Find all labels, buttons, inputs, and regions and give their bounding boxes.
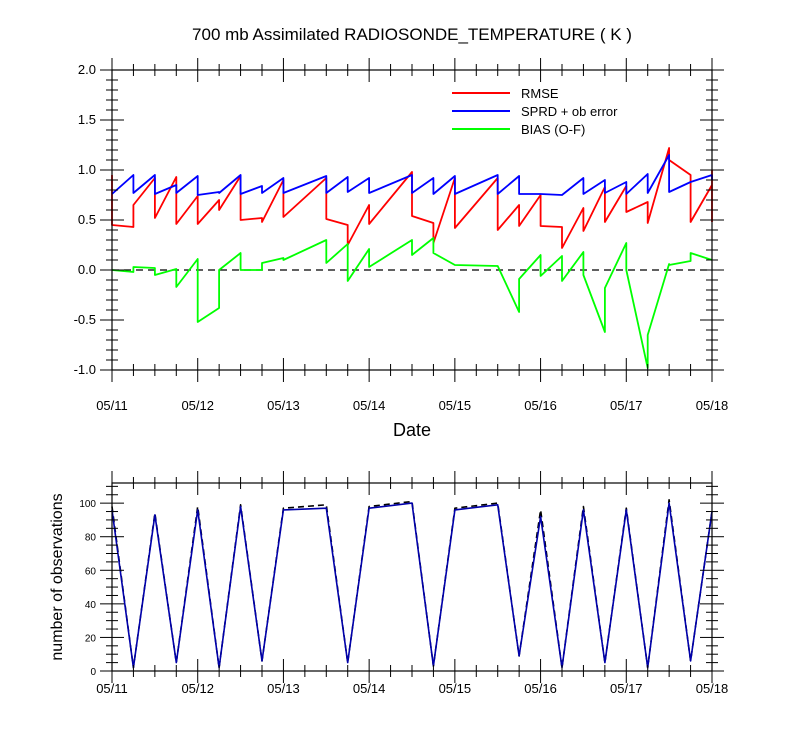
x-tick-label: 05/15: [439, 398, 472, 413]
series-line-1: [111, 502, 713, 669]
plot-frame-bottom: [111, 482, 713, 672]
x-tick-label: 05/16: [524, 398, 557, 413]
x-tick-label: 05/15: [439, 681, 472, 696]
y-tick-label: 0.5: [78, 212, 96, 227]
x-axis-title: Date: [393, 420, 431, 440]
series-line-0: [111, 147, 713, 249]
x-tick-label: 05/16: [524, 681, 557, 696]
legend: RMSE SPRD + ob error BIAS (O-F): [452, 86, 618, 137]
series-lines: [111, 147, 713, 369]
y-tick-label: 1.5: [78, 112, 96, 127]
y-tick-label: -0.5: [74, 312, 96, 327]
x-tick-label: 05/13: [267, 398, 300, 413]
x-tick-label: 05/13: [267, 681, 300, 696]
series-line-2: [111, 237, 713, 369]
y-tick-label: 0.0: [78, 262, 96, 277]
x-tick-label: 05/12: [181, 398, 214, 413]
x-tick-label: 05/17: [610, 681, 643, 696]
x-tick-label: 05/11: [96, 681, 128, 696]
series-line-0: [111, 499, 713, 669]
y-tick-label: 60: [85, 566, 97, 577]
y-tick-label: 40: [85, 600, 97, 611]
x-axis-labels-bottom: 05/11 05/12 05/13 05/14 05/15 05/16 05/17 05/18: [96, 681, 728, 696]
y-tick-label: 0: [90, 667, 96, 678]
y-axis-labels-bottom: 0 20 40 60 80 100: [79, 499, 96, 678]
x-tick-label: 05/12: [181, 681, 214, 696]
y-tick-label: 20: [85, 633, 97, 644]
legend-label-0: RMSE: [521, 86, 559, 101]
x-tick-label: 05/14: [353, 681, 386, 696]
y-tick-label: 80: [85, 533, 97, 544]
y-axis-labels: 2.0 1.5 1.0 0.5 0.0 -0.5 -1.0: [74, 62, 96, 377]
legend-label-2: BIAS (O-F): [521, 122, 585, 137]
y-tick-label: 100: [79, 499, 96, 510]
chart-title: 700 mb Assimilated RADIOSONDE_TEMPERATUR…: [192, 25, 632, 44]
x-tick-label: 05/18: [696, 681, 729, 696]
y-tick-label: 1.0: [78, 162, 96, 177]
axis-ticks-bottom: [100, 471, 724, 683]
observation-lines: [111, 499, 713, 669]
x-axis-labels: 05/11 05/12 05/13 05/14 05/15 05/16 05/17 05/18: [96, 398, 728, 413]
x-tick-label: 05/17: [610, 398, 643, 413]
x-tick-label: 05/11: [96, 398, 128, 413]
y-tick-label: -1.0: [74, 362, 96, 377]
series-line-1: [111, 154, 713, 196]
axis-ticks: [100, 58, 724, 382]
x-tick-label: 05/14: [353, 398, 386, 413]
top-chart: 700 mb Assimilated RADIOSONDE_TEMPERATUR…: [74, 25, 729, 440]
y-axis-title: number of observations: [49, 493, 66, 660]
y-tick-label: 2.0: [78, 62, 96, 77]
legend-label-1: SPRD + ob error: [521, 104, 618, 119]
x-tick-label: 05/18: [696, 398, 729, 413]
